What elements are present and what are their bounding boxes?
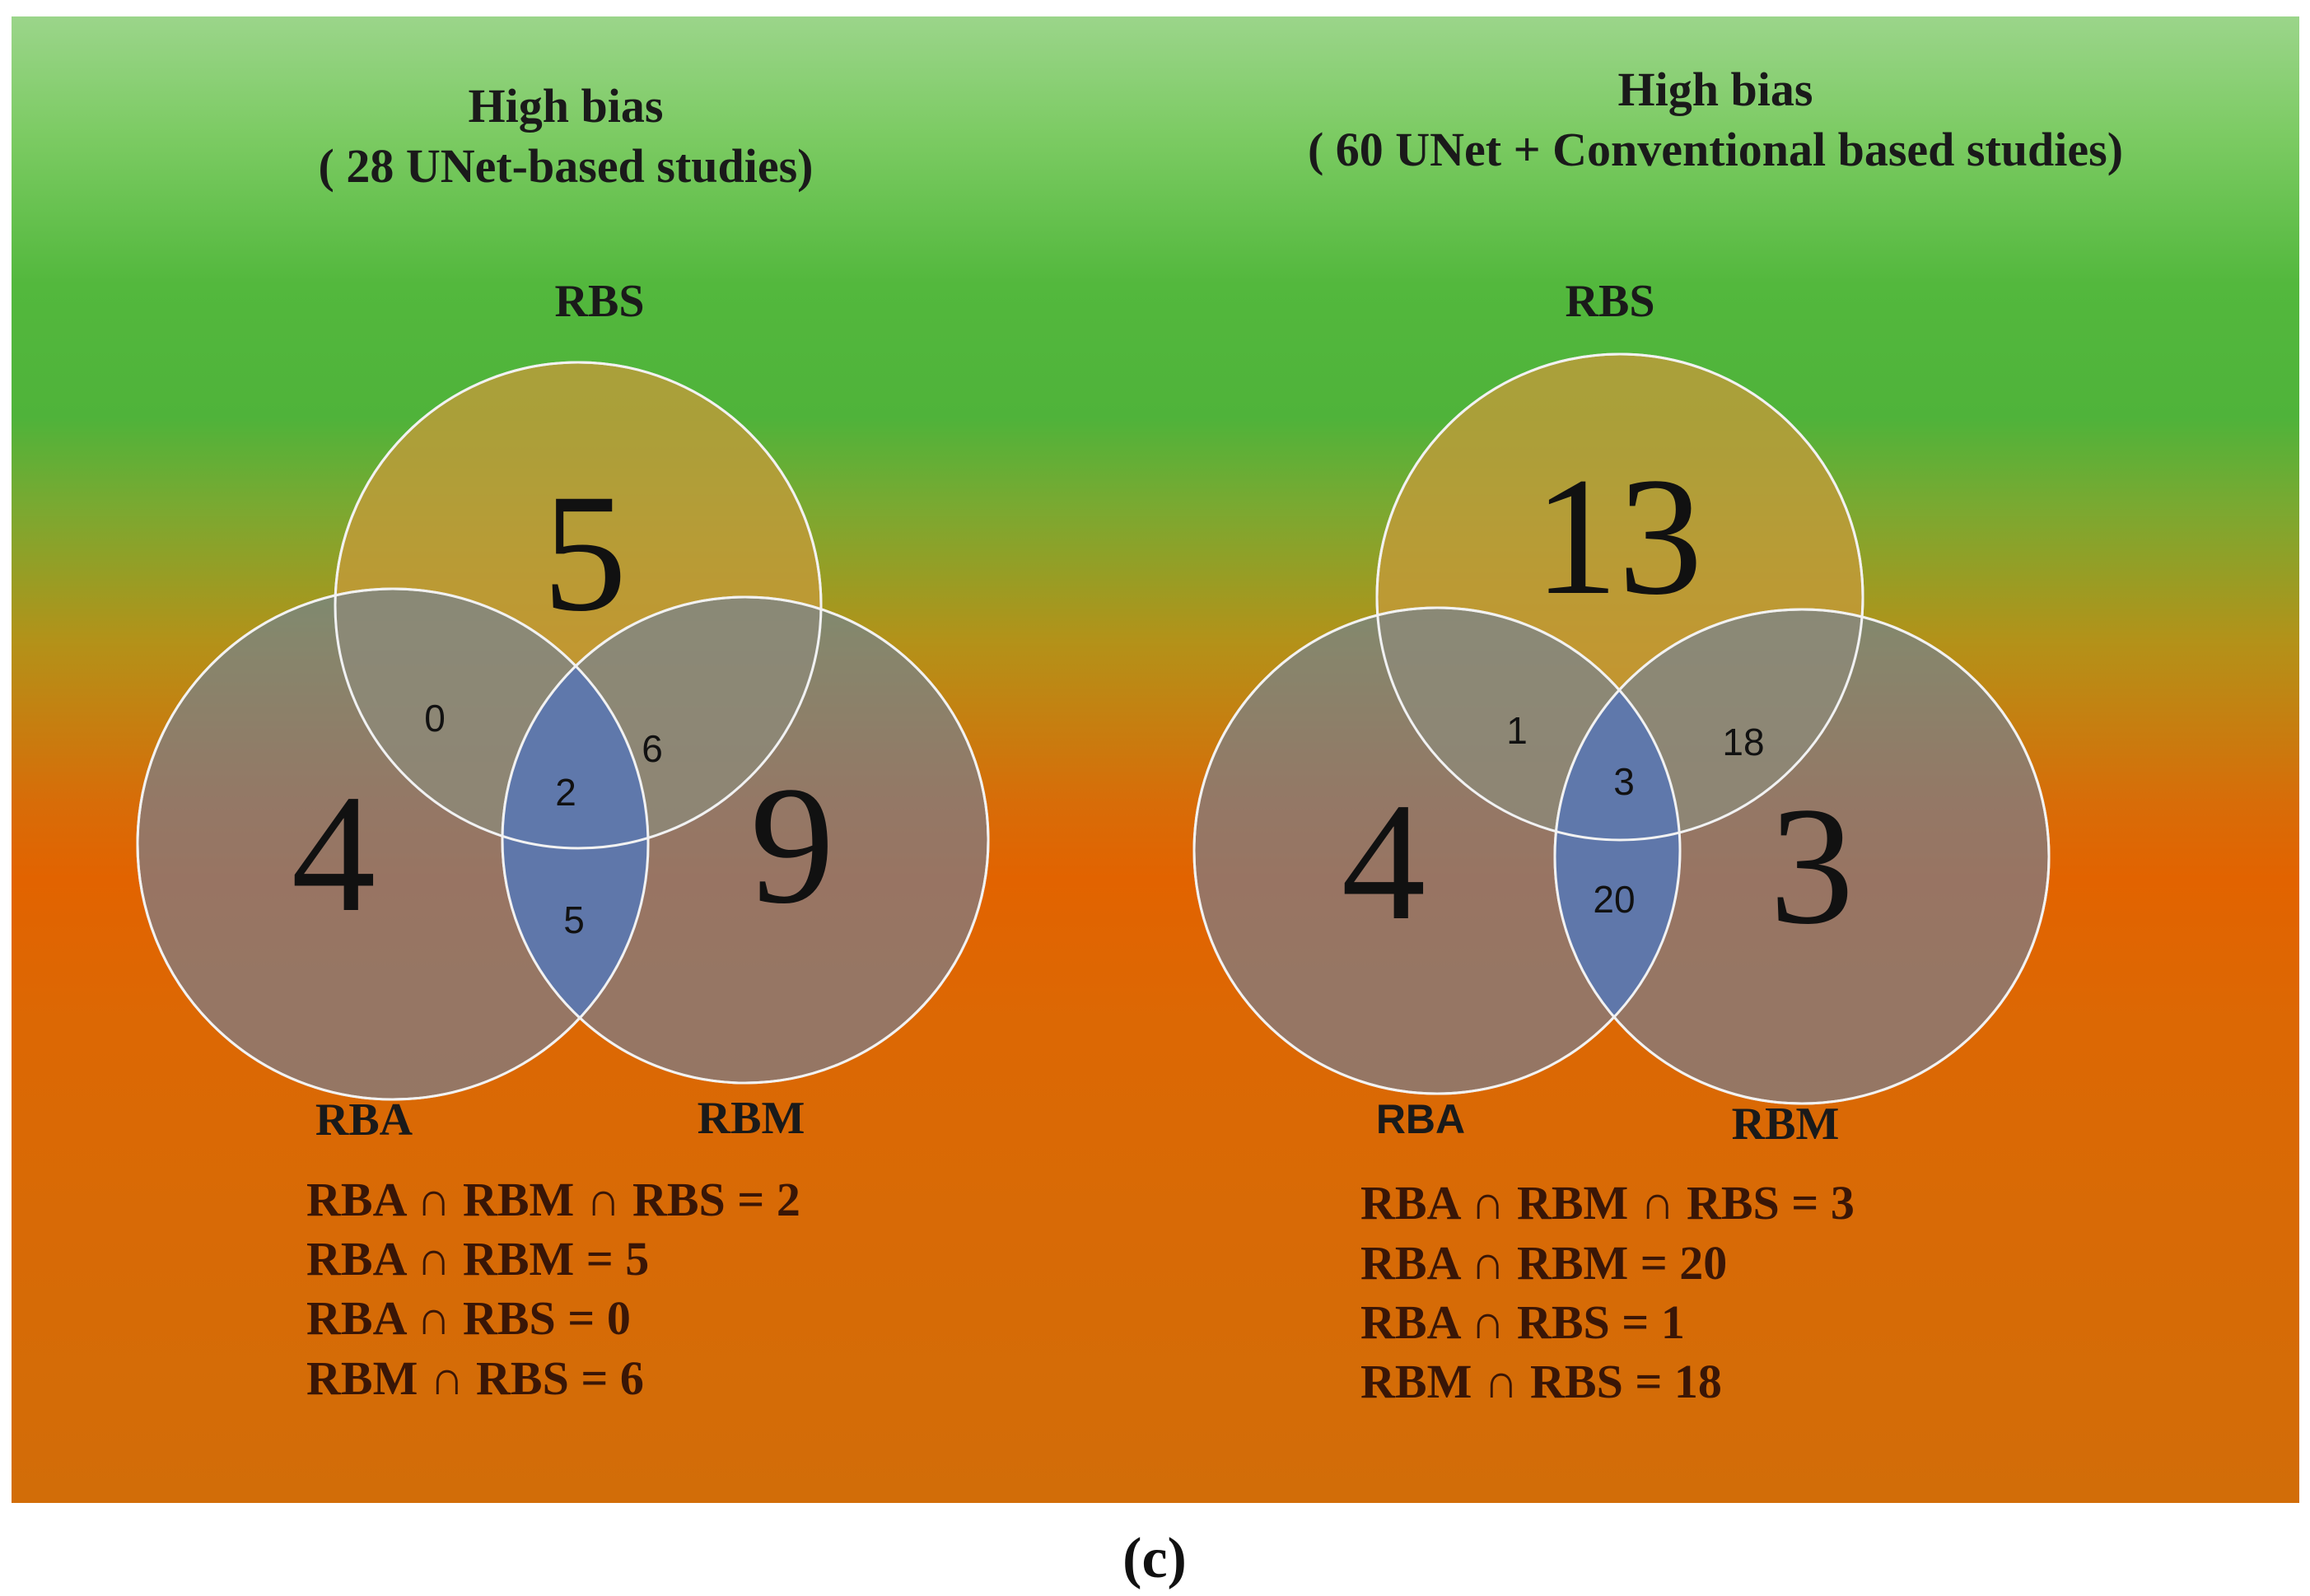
set-label-rbm: RBM	[1732, 1099, 1840, 1150]
count-rba-rbs: 0	[424, 697, 446, 740]
panel-title-line2: ( 60 UNet + Conventional based studies)	[1308, 123, 2123, 176]
venn-panel-left: High bias ( 28 UNet-based studies) RBS 5…	[136, 79, 990, 1405]
set-label-rbs: RBS	[555, 276, 645, 327]
count-rba-only: 4	[292, 760, 376, 947]
count-rbm-rbs: 18	[1722, 721, 1764, 763]
figure-caption: (c)	[1122, 1527, 1187, 1590]
count-all-three: 3	[1613, 760, 1635, 803]
set-label-rba: RBA	[315, 1094, 413, 1146]
venn-panel-right: High bias ( 60 UNet + Conventional based…	[1192, 63, 2123, 1408]
panel-title-line1: High bias	[469, 79, 664, 133]
count-rba-rbs: 1	[1506, 709, 1528, 752]
count-rba-rbm: 20	[1593, 878, 1635, 921]
equation-line: RBA ∩ RBS = 0	[306, 1291, 631, 1345]
set-label-rbs: RBS	[1566, 276, 1655, 327]
count-rbm-only: 3	[1770, 772, 1855, 959]
set-label-rba: RBA	[1376, 1096, 1465, 1142]
count-rba-only: 4	[1342, 768, 1426, 955]
equation-line: RBA ∩ RBM = 5	[306, 1232, 649, 1286]
panel-title-line2: ( 28 UNet-based studies)	[319, 139, 814, 193]
equation-line: RBA ∩ RBS = 1	[1360, 1295, 1685, 1349]
count-rba-rbm: 5	[563, 898, 585, 941]
equation-line: RBM ∩ RBS = 18	[1360, 1355, 1722, 1408]
equation-line: RBM ∩ RBS = 6	[306, 1351, 644, 1405]
count-rbm-only: 9	[750, 752, 835, 939]
count-rbs-only: 13	[1534, 443, 1703, 630]
equation-line: RBA ∩ RBM = 20	[1360, 1236, 1727, 1290]
equation-line: RBA ∩ RBM ∩ RBS = 3	[1360, 1176, 1855, 1230]
count-rbm-rbs: 6	[642, 727, 663, 770]
set-label-rbm: RBM	[698, 1093, 805, 1144]
count-all-three: 2	[555, 771, 576, 814]
equation-line: RBA ∩ RBM ∩ RBS = 2	[306, 1173, 800, 1226]
count-rbs-only: 5	[543, 460, 628, 646]
panel-title-line1: High bias	[1618, 63, 1813, 116]
